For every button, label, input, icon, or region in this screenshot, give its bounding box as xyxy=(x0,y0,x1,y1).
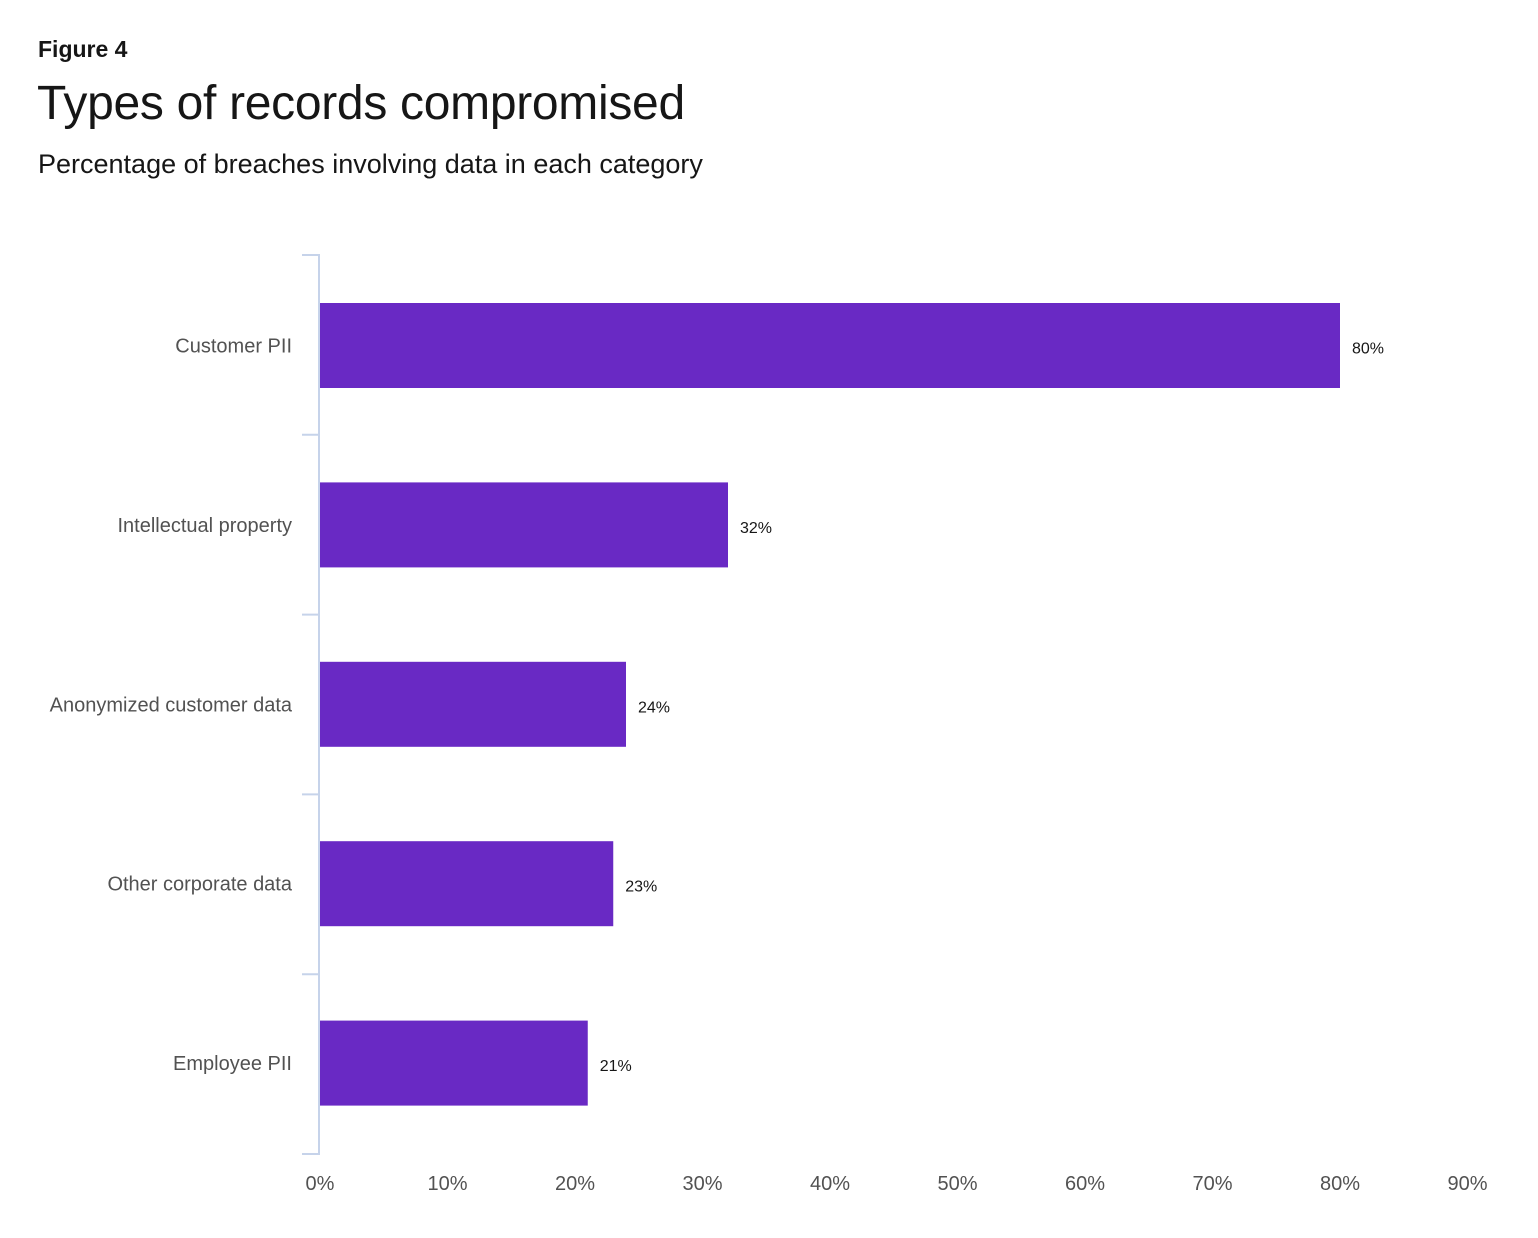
value-labels: 80% 32% 24% 23% 21% xyxy=(600,341,1384,1076)
chart-subtitle: Percentage of breaches involving data in… xyxy=(38,149,703,179)
value-label: 32% xyxy=(740,520,772,537)
bar xyxy=(320,661,626,747)
x-tick-label: 40% xyxy=(810,1173,850,1195)
value-label: 23% xyxy=(625,879,657,896)
x-tick-label: 60% xyxy=(1065,1173,1105,1195)
x-tick-label: 10% xyxy=(427,1173,467,1195)
bar xyxy=(320,841,614,927)
category-label: Anonymized customer data xyxy=(50,694,293,716)
x-axis-ticks: 0% 10% 20% 30% 40% 50% 60% 70% 80% 90% xyxy=(306,1173,1488,1195)
value-label: 80% xyxy=(1352,341,1384,358)
x-tick-label: 50% xyxy=(937,1173,977,1195)
bar xyxy=(320,1020,588,1106)
category-label: Employee PII xyxy=(173,1053,292,1075)
bar xyxy=(320,482,728,568)
y-axis xyxy=(302,254,320,1155)
x-tick-label: 20% xyxy=(555,1173,595,1195)
value-label: 21% xyxy=(600,1058,632,1075)
chart-title: Types of records compromised xyxy=(37,77,685,130)
category-labels: Customer PII Intellectual property Anonymi… xyxy=(50,336,293,1076)
figure-label: Figure 4 xyxy=(38,36,128,62)
category-label: Other corporate data xyxy=(107,874,292,896)
x-tick-label: 0% xyxy=(306,1173,335,1195)
category-label: Customer PII xyxy=(175,336,292,358)
x-tick-label: 70% xyxy=(1192,1173,1232,1195)
bar xyxy=(320,303,1340,388)
category-label: Intellectual property xyxy=(117,515,292,537)
x-tick-label: 80% xyxy=(1320,1173,1360,1195)
bars xyxy=(320,303,1340,1106)
x-tick-label: 90% xyxy=(1447,1173,1487,1195)
x-tick-label: 30% xyxy=(682,1173,722,1195)
value-label: 24% xyxy=(638,699,670,716)
